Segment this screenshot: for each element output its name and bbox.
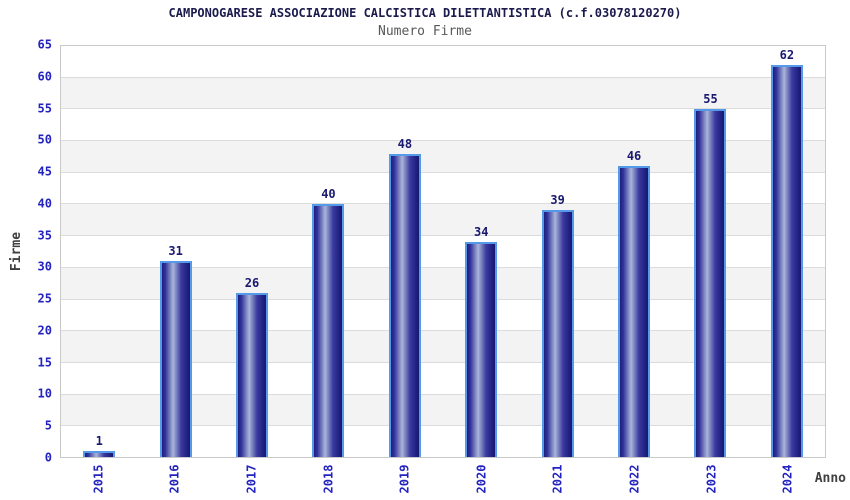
x-tick-label: 2016 [167,464,182,494]
bar-2020 [465,242,498,457]
bar-slot-2016: 31 [137,46,213,457]
y-tick-label: 10 [37,386,52,401]
y-tick-label: 35 [37,228,52,243]
x-tick-slot: 2016 [137,459,214,499]
bars: 1 31 26 40 48 34 39 46 55 62 [61,46,825,457]
bar-value-label: 48 [397,136,413,151]
y-tick-label: 65 [37,37,52,52]
bar-2022 [618,166,651,457]
x-tick-label: 2017 [244,464,259,494]
x-tick-label: 2022 [627,464,642,494]
x-tick-slot: 2023 [673,459,750,499]
bar-slot-2020: 34 [443,46,519,457]
y-tick-label: 40 [37,196,52,211]
chart-subtitle: Numero Firme [378,24,472,39]
y-tick-label: 30 [37,259,52,274]
x-tick-label: 2021 [550,464,565,494]
grid-band [61,46,825,77]
bar-2024 [770,64,803,457]
x-tick-slot: 2022 [596,459,673,499]
bar-2019 [388,153,421,457]
bar-slot-2019: 48 [367,46,443,457]
bar-value-label: 26 [244,275,260,290]
bar-slot-2021: 39 [519,46,595,457]
y-axis-ticks: 0 5 10 15 20 25 30 35 40 45 50 55 60 65 [0,38,52,464]
bar-2018 [312,204,345,457]
bar-2016 [159,261,192,457]
x-axis-title: Anno [814,471,846,486]
x-tick-label: 2015 [91,464,106,494]
bar-slot-2022: 46 [596,46,672,457]
bar-value-label: 34 [474,225,489,240]
y-tick-label: 25 [37,291,52,306]
y-tick-label: 45 [37,164,52,179]
y-tick-label: 15 [37,355,52,370]
x-tick-slot: 2020 [443,459,520,499]
x-axis-ticks: 2015 2016 2017 2018 2019 2020 2021 2022 2023 2024 [60,459,826,499]
bar-value-label: 1 [95,433,103,448]
bar-slot-2017: 26 [214,46,290,457]
bar-2023 [694,109,727,457]
bar-value-label: 40 [321,187,336,202]
y-tick-label: 55 [37,101,52,116]
x-tick-slot: 2019 [366,459,443,499]
bar-value-label: 55 [703,92,718,107]
bar-value-label: 46 [626,149,642,164]
x-tick-label: 2023 [704,464,719,494]
bar-2021 [541,210,574,457]
bar-2017 [236,292,269,457]
y-tick-label: 5 [44,418,52,433]
bar-2015 [83,450,116,457]
x-tick-slot: 2021 [520,459,597,499]
y-tick-label: 20 [37,323,52,338]
x-tick-label: 2020 [474,464,489,494]
bar-slot-2018: 40 [290,46,366,457]
chart-title: CAMPONOGARESE ASSOCIAZIONE CALCISTICA DI… [168,6,682,20]
x-tick-slot: 2015 [60,459,137,499]
x-tick-label: 2019 [397,464,412,494]
bar-value-label: 39 [550,193,565,208]
plot-area: 1 31 26 40 48 34 39 46 55 62 [60,45,826,458]
x-tick-slot: 2018 [290,459,367,499]
x-tick-label: 2018 [321,464,336,494]
bar-value-label: 62 [779,47,795,62]
x-tick-label: 2024 [780,464,795,494]
y-tick-label: 60 [37,69,52,84]
grid-band [61,76,825,109]
x-tick-slot: 2017 [213,459,290,499]
y-tick-label: 0 [44,450,52,465]
bar-slot-2023: 55 [672,46,748,457]
bar-slot-2024: 62 [749,46,825,457]
bar-value-label: 31 [168,244,183,258]
y-tick-label: 50 [37,132,52,147]
bar-slot-2015: 1 [61,46,137,457]
